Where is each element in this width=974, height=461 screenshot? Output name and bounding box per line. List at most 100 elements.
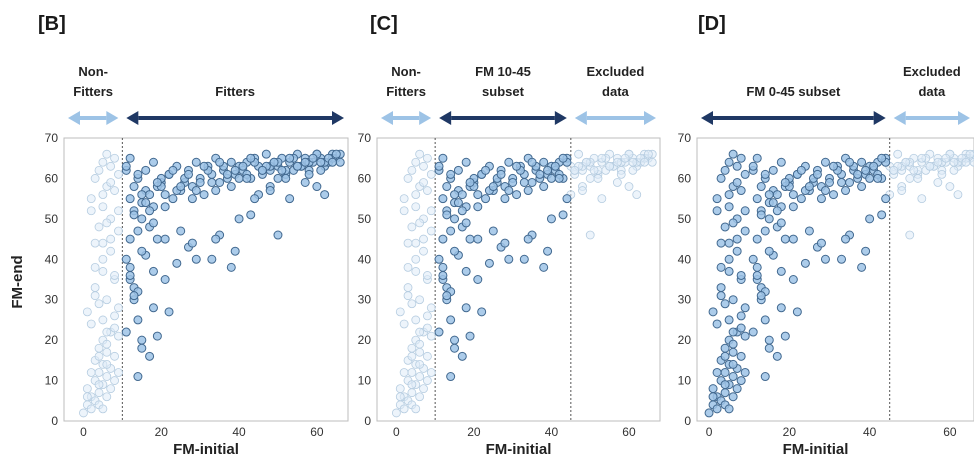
scatter-point: [881, 194, 891, 204]
scatter-point: [558, 210, 568, 220]
x-tick-label: 60: [310, 425, 324, 439]
scatter-point: [504, 157, 514, 167]
y-tick-label: 10: [358, 374, 372, 388]
scatter-point: [246, 210, 256, 220]
scatter-point: [399, 319, 409, 329]
scatter-point: [585, 174, 595, 183]
scatter-point: [90, 291, 100, 301]
scatter-point: [426, 226, 436, 236]
scatter-point: [411, 157, 421, 167]
scatter-point: [949, 157, 959, 167]
scatter-point: [605, 161, 615, 171]
scatter-point: [539, 262, 549, 272]
y-tick-label: 40: [45, 252, 59, 266]
scatter-point: [728, 218, 738, 228]
scatter-point: [720, 299, 730, 309]
scatter-point: [148, 218, 158, 228]
scatter-point: [434, 254, 444, 264]
y-tick-label: 10: [678, 374, 692, 388]
scatter-point: [102, 392, 112, 402]
scatter-point: [415, 359, 425, 369]
scatter-point: [90, 283, 100, 292]
scatter-point: [320, 190, 330, 200]
scatter-point: [457, 206, 467, 216]
scatter-point: [114, 331, 123, 341]
scatter-point: [415, 218, 425, 228]
scatter-point: [873, 173, 883, 183]
scatter-point: [465, 234, 475, 244]
scatter-point: [647, 157, 657, 167]
scatter-point: [110, 271, 119, 280]
scatter-point: [86, 194, 96, 204]
region-label: Fitters: [386, 84, 426, 99]
scatter-point: [395, 307, 405, 317]
y-tick-label: 20: [358, 333, 372, 347]
scatter-point: [407, 388, 417, 398]
scatter-point: [901, 157, 911, 167]
region-arrow-head-right: [332, 111, 344, 125]
scatter-point: [121, 161, 131, 171]
scatter-point: [273, 230, 283, 240]
scatter-point: [327, 157, 337, 167]
scatter-point: [712, 404, 722, 414]
scatter-point: [226, 262, 236, 272]
scatter-point: [106, 384, 116, 394]
scatter-point: [415, 327, 425, 337]
scatter-point: [292, 161, 302, 171]
scatter-point: [411, 190, 421, 200]
scatter-point: [86, 319, 96, 329]
scatter-point: [724, 254, 734, 264]
scatter-point: [82, 392, 92, 402]
scatter-point: [861, 165, 871, 175]
scatter-point: [716, 173, 726, 183]
scatter-point: [422, 376, 432, 385]
scatter-point: [543, 165, 553, 175]
scatter-point: [114, 226, 123, 236]
scatter-point: [720, 165, 730, 175]
scatter-point: [581, 157, 591, 167]
scatter-point: [114, 368, 123, 377]
scatter-point: [230, 165, 240, 175]
scatter-point: [125, 153, 135, 163]
scatter-point: [399, 368, 409, 377]
scatter-point: [285, 153, 295, 163]
y-tick-label: 60: [45, 171, 59, 185]
scatter-point: [708, 384, 718, 394]
scatter-point: [780, 177, 790, 187]
scatter-point: [102, 327, 112, 337]
region-label: FM 10-45: [475, 64, 531, 79]
scatter-point: [736, 311, 746, 321]
scatter-point: [86, 368, 96, 377]
scatter-point: [558, 153, 568, 163]
scatter-point: [740, 226, 750, 236]
scatter-point: [728, 347, 738, 357]
scatter-point: [422, 153, 432, 163]
scatter-point: [760, 226, 770, 236]
x-axis-title: FM-initial: [173, 441, 239, 458]
plot-frame: [63, 137, 349, 422]
scatter-point: [304, 169, 314, 179]
region-arrow-head-right: [644, 111, 656, 125]
scatter-point: [164, 307, 174, 317]
scatter-point: [500, 194, 510, 204]
x-axis-title: FM-initial: [783, 441, 849, 458]
scatter-point: [917, 194, 927, 204]
scatter-point: [234, 214, 244, 224]
y-tick-label: 30: [678, 293, 692, 307]
scatter-point: [804, 182, 814, 192]
scatter-point: [643, 149, 653, 159]
scatter-point: [724, 315, 734, 325]
scatter-point: [98, 190, 108, 200]
region-label: Excluded: [587, 64, 645, 79]
scatter-point: [736, 186, 746, 196]
scatter-point: [720, 343, 730, 353]
y-axis-title: FM-end: [9, 255, 26, 308]
scatter-point: [748, 161, 758, 171]
scatter-point: [238, 161, 248, 171]
scatter-point: [857, 157, 867, 167]
scatter-point: [114, 206, 123, 216]
scatter-point: [125, 194, 135, 204]
scatter-point: [708, 392, 718, 402]
scatter-point: [199, 190, 209, 200]
scatter-point: [195, 177, 205, 187]
